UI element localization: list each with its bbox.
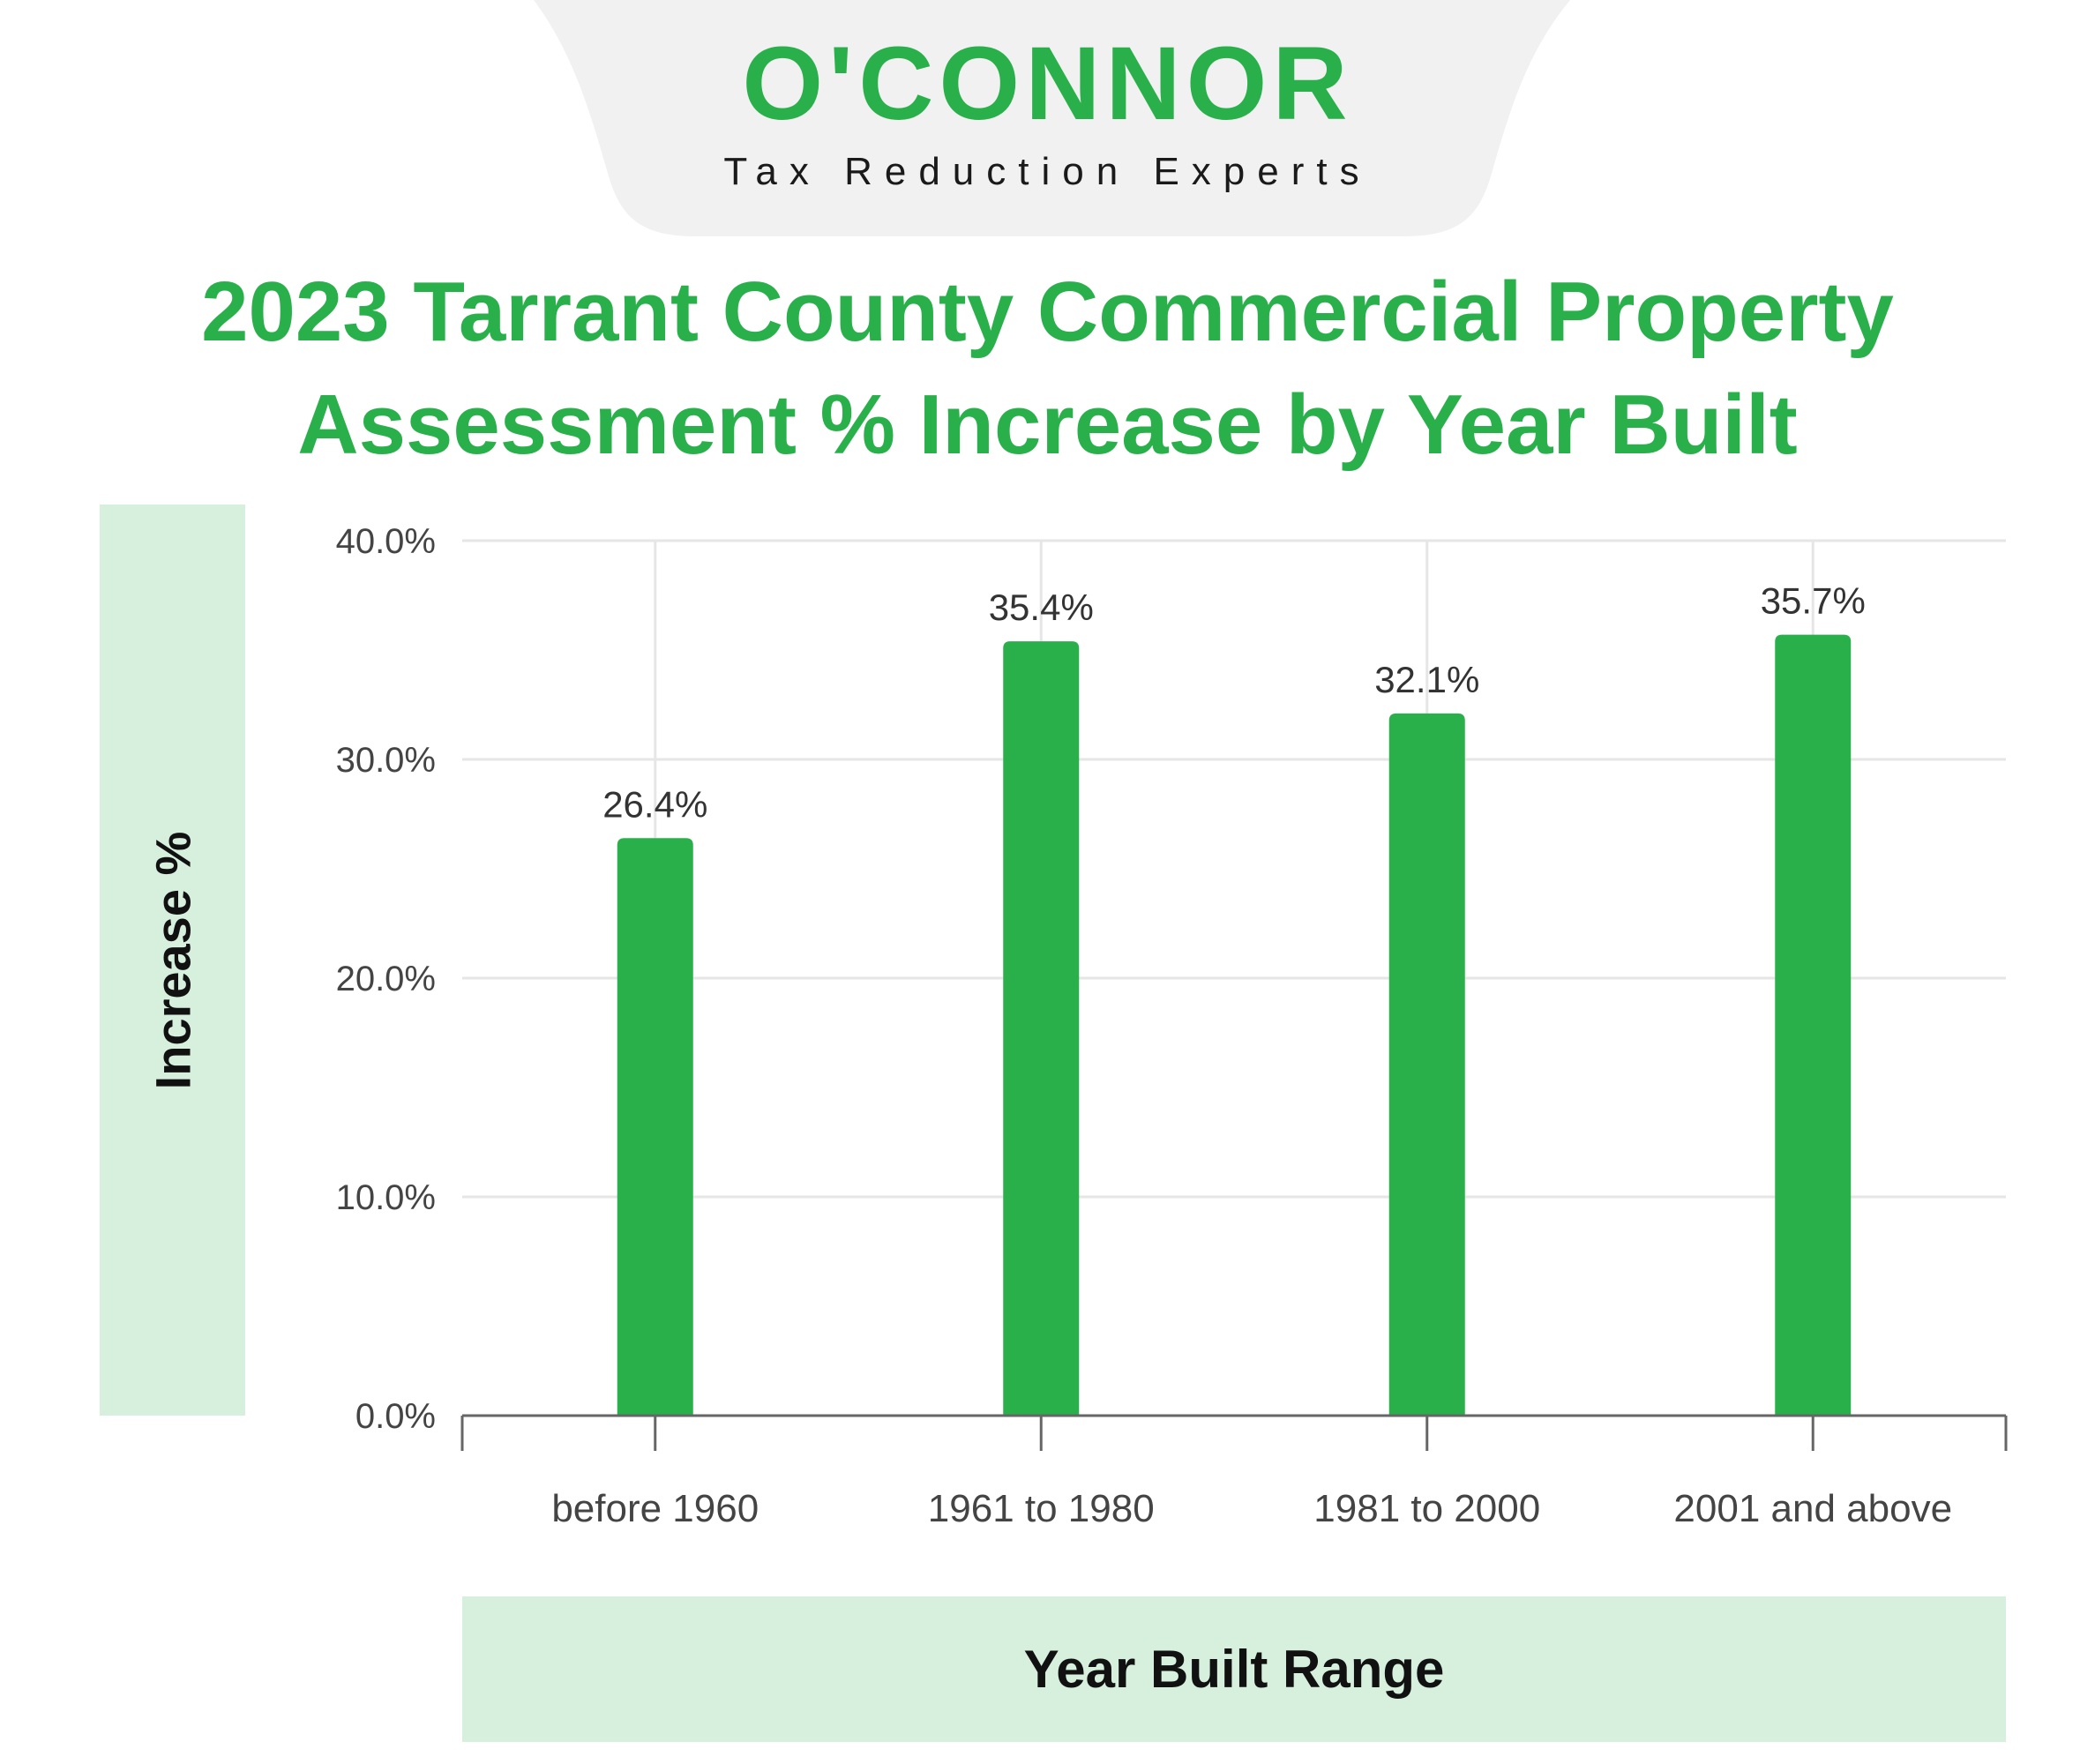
y-tick-label: 40.0% — [336, 522, 436, 561]
x-tick-label: before 1960 — [551, 1487, 759, 1530]
bar — [1775, 634, 1852, 1416]
y-tick-label: 30.0% — [336, 741, 436, 780]
x-axis-label-panel: Year Built Range — [462, 1596, 2006, 1742]
chart-title-line-1: 2023 Tarrant County Commercial Property — [201, 265, 1894, 359]
data-label: 35.7% — [1761, 580, 1866, 622]
data-label: 35.4% — [989, 587, 1094, 628]
data-label: 32.1% — [1374, 659, 1479, 700]
bar — [1003, 641, 1080, 1416]
header-background — [534, 0, 1570, 236]
bar — [1388, 713, 1465, 1416]
y-tick-label: 0.0% — [355, 1397, 436, 1436]
y-axis-label-panel: Increase % — [100, 505, 245, 1416]
x-axis-label: Year Built Range — [1023, 1640, 1445, 1699]
header-tab-shape — [534, 0, 1570, 236]
bar — [617, 838, 693, 1416]
x-tick-label: 1981 to 2000 — [1313, 1487, 1540, 1530]
chart-title-line-2: Assessment % Increase by Year Built — [297, 377, 1798, 472]
y-tick-label: 20.0% — [336, 960, 436, 998]
chart-title: 2023 Tarrant County Commercial Property … — [132, 256, 1963, 482]
data-label: 26.4% — [602, 783, 707, 825]
x-tick-label: 1961 to 1980 — [928, 1487, 1155, 1530]
y-tick-label: 10.0% — [336, 1178, 436, 1217]
logo-wordmark: O'CONNOR — [742, 26, 1353, 142]
x-tick-label: 2001 and above — [1673, 1487, 1952, 1530]
logo-tagline: Tax Reduction Experts — [723, 150, 1372, 193]
